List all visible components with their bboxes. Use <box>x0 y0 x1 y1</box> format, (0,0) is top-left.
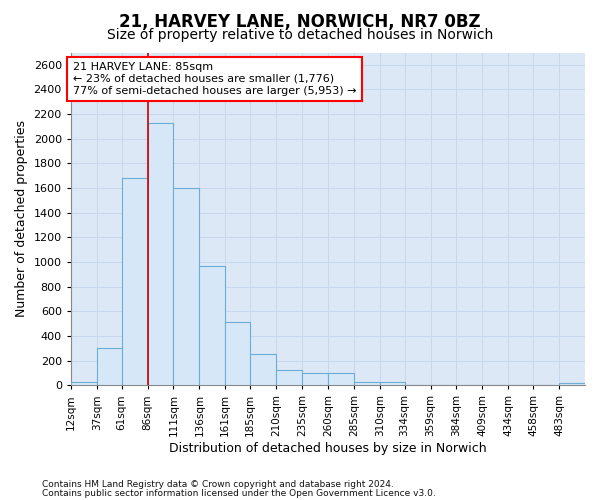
Bar <box>199 266 225 386</box>
Y-axis label: Number of detached properties: Number of detached properties <box>15 120 28 318</box>
Bar <box>380 382 404 386</box>
Bar <box>354 382 380 386</box>
Text: Size of property relative to detached houses in Norwich: Size of property relative to detached ho… <box>107 28 493 42</box>
Bar <box>250 354 276 386</box>
Bar <box>71 382 97 386</box>
Bar <box>328 373 354 386</box>
Bar <box>122 178 148 386</box>
Bar <box>148 123 173 386</box>
Bar <box>173 188 199 386</box>
Text: 21, HARVEY LANE, NORWICH, NR7 0BZ: 21, HARVEY LANE, NORWICH, NR7 0BZ <box>119 12 481 30</box>
Bar <box>97 348 122 386</box>
Text: Contains public sector information licensed under the Open Government Licence v3: Contains public sector information licen… <box>42 488 436 498</box>
Bar <box>302 373 328 386</box>
Bar <box>276 370 302 386</box>
X-axis label: Distribution of detached houses by size in Norwich: Distribution of detached houses by size … <box>169 442 487 455</box>
Text: 21 HARVEY LANE: 85sqm
← 23% of detached houses are smaller (1,776)
77% of semi-d: 21 HARVEY LANE: 85sqm ← 23% of detached … <box>73 62 356 96</box>
Bar <box>225 322 250 386</box>
Bar <box>559 383 585 386</box>
Text: Contains HM Land Registry data © Crown copyright and database right 2024.: Contains HM Land Registry data © Crown c… <box>42 480 394 489</box>
